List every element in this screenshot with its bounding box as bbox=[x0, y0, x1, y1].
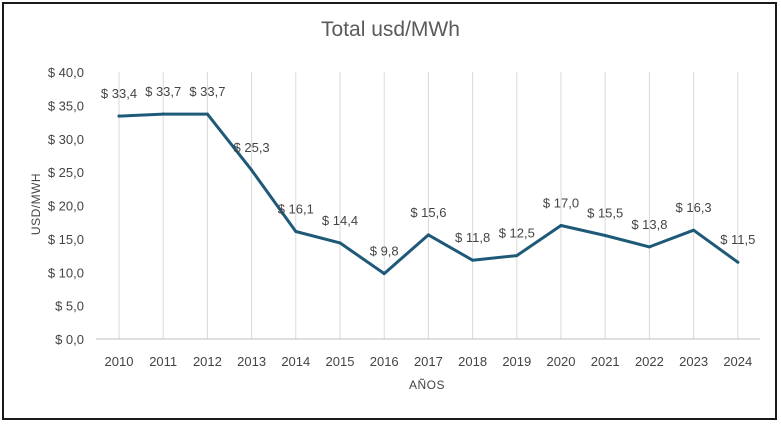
y-tick-label: $ 15,0 bbox=[48, 232, 84, 247]
x-tick-label: 2023 bbox=[679, 354, 708, 369]
data-point-2017 bbox=[426, 233, 430, 237]
data-label-layer: $ 33,4 $ 33,7 $ 33,7 $ 25,3 $ 16,1 $ 14,4 $ 9,… bbox=[101, 84, 755, 259]
x-tick-label: 2018 bbox=[458, 354, 487, 369]
data-label-2019: $ 12,5 bbox=[499, 226, 535, 241]
data-label-2013: $ 25,3 bbox=[234, 140, 270, 155]
data-label-2022: $ 13,8 bbox=[631, 217, 667, 232]
data-point-2013 bbox=[250, 168, 254, 172]
x-tick-label: 2021 bbox=[591, 354, 620, 369]
data-point-2021 bbox=[603, 234, 607, 238]
data-point-2020 bbox=[559, 224, 563, 228]
x-axis-title: AÑOS bbox=[409, 378, 445, 392]
data-label-2014: $ 16,1 bbox=[278, 202, 314, 217]
x-tick-label: 2017 bbox=[414, 354, 443, 369]
x-tick-label: 2011 bbox=[149, 354, 177, 369]
data-point-2010 bbox=[117, 114, 121, 118]
data-point-2012 bbox=[205, 112, 209, 116]
data-point-2015 bbox=[338, 241, 342, 245]
data-label-2017: $ 15,6 bbox=[410, 205, 446, 220]
data-label-2024: $ 11,5 bbox=[720, 232, 755, 247]
chart-title: Total usd/MWh bbox=[321, 18, 460, 41]
data-label-2023: $ 16,3 bbox=[676, 200, 712, 215]
x-tick-label: 2014 bbox=[281, 354, 310, 369]
x-tick-label: 2015 bbox=[326, 354, 355, 369]
data-point-2014 bbox=[294, 230, 298, 234]
data-label-2018: $ 11,8 bbox=[455, 230, 490, 245]
y-tick-label: $ 40,0 bbox=[48, 65, 84, 80]
data-label-2015: $ 14,4 bbox=[322, 213, 358, 228]
x-axis-ticks: 2010 2011 2012 2013 2014 2015 2016 2017 2018 2019… bbox=[105, 354, 753, 369]
x-tick-label: 2022 bbox=[635, 354, 664, 369]
data-label-2020: $ 17,0 bbox=[543, 196, 579, 211]
data-point-2016 bbox=[382, 272, 386, 276]
data-point-2024 bbox=[736, 260, 740, 264]
y-tick-label: $ 20,0 bbox=[48, 199, 84, 214]
grid-layer bbox=[96, 72, 760, 340]
data-point-2018 bbox=[471, 258, 475, 262]
data-point-2019 bbox=[515, 254, 519, 258]
data-label-2011: $ 33,7 bbox=[145, 84, 181, 99]
data-label-2012: $ 33,7 bbox=[189, 84, 225, 99]
y-tick-label: $ 25,0 bbox=[48, 165, 84, 180]
x-tick-label: 2013 bbox=[237, 354, 266, 369]
series-line-layer bbox=[117, 112, 740, 276]
data-label-2021: $ 15,5 bbox=[587, 206, 623, 221]
data-label-2016: $ 9,8 bbox=[370, 244, 399, 259]
data-point-2023 bbox=[692, 228, 696, 232]
y-tick-label: $ 0,0 bbox=[55, 332, 84, 347]
y-axis-ticks: $ 0,0 $ 5,0 $ 10,0 $ 15,0 $ 20,0 $ 25,0 $ 30,0… bbox=[48, 65, 84, 347]
data-point-2011 bbox=[161, 112, 165, 116]
x-tick-label: 2024 bbox=[723, 354, 752, 369]
x-tick-label: 2010 bbox=[105, 354, 134, 369]
y-tick-label: $ 10,0 bbox=[48, 265, 84, 280]
y-tick-label: $ 30,0 bbox=[48, 132, 84, 147]
x-tick-label: 2012 bbox=[193, 354, 222, 369]
chart-frame bbox=[2, 2, 777, 420]
y-tick-label: $ 5,0 bbox=[55, 299, 84, 314]
x-tick-label: 2016 bbox=[370, 354, 399, 369]
x-tick-label: 2019 bbox=[502, 354, 531, 369]
data-label-2010: $ 33,4 bbox=[101, 86, 137, 101]
y-axis-title: USD/MWH bbox=[29, 173, 43, 235]
y-tick-label: $ 35,0 bbox=[48, 98, 84, 113]
data-point-2022 bbox=[647, 245, 651, 249]
x-tick-label: 2020 bbox=[547, 354, 576, 369]
